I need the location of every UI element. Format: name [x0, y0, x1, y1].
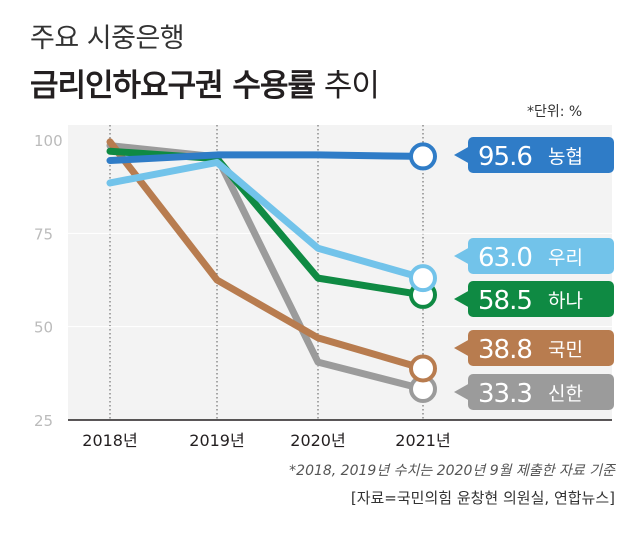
end-marker-국민 — [409, 354, 437, 383]
footnote: *2018, 2019년 수치는 2020년 9월 제출한 자료 기준 — [289, 463, 615, 479]
unit-note: *단위: % — [527, 104, 583, 120]
callout-box — [468, 238, 614, 274]
source-credit: [자료=국민의힘 윤창현 의원실, 연합뉴스] — [350, 489, 615, 507]
callout-box — [468, 374, 614, 410]
callout-value: 33.3 — [478, 379, 532, 409]
callout-하나: 58.5 하나 — [454, 281, 614, 317]
callout-pointer — [454, 146, 470, 164]
callout-bank-name: 농협 — [548, 146, 583, 168]
callout-value: 38.8 — [478, 335, 532, 365]
series-line-신한 — [106, 142, 427, 393]
callout-bank-name: 국민 — [548, 339, 583, 361]
chart-title-main: 금리인하요구권 수용률 — [30, 68, 316, 104]
series-line-국민 — [106, 138, 427, 372]
y-tick-label: 100 — [34, 132, 63, 150]
callout-value: 58.5 — [478, 286, 532, 316]
callout-pointer — [454, 290, 470, 308]
x-tick-label: 2019년 — [189, 431, 244, 450]
x-tick-label: 2018년 — [82, 431, 137, 450]
callout-box — [468, 281, 614, 317]
x-tick-label: 2020년 — [290, 431, 345, 450]
chart-title-suffix: 추이 — [315, 68, 380, 104]
callout-pointer — [454, 247, 470, 265]
chart-title: 금리인하요구권 수용률 추이 — [30, 60, 380, 105]
callout-농협: 95.6 농협 — [454, 137, 614, 173]
callout-bank-name: 우리 — [548, 247, 583, 269]
callout-box — [468, 330, 614, 366]
series-line-농협 — [106, 151, 427, 165]
x-tick-label: 2021년 — [395, 431, 450, 450]
y-tick-label: 50 — [34, 319, 53, 337]
y-tick-label: 25 — [34, 412, 53, 430]
chart-subtitle: 주요 시중은행 — [30, 23, 185, 54]
callout-box — [468, 137, 614, 173]
callout-bank-name: 하나 — [548, 290, 583, 312]
callout-신한: 33.3 신한 — [454, 374, 614, 410]
callout-pointer — [454, 383, 470, 401]
end-marker-농협 — [409, 142, 437, 171]
series-line-우리 — [106, 158, 427, 282]
callout-bank-name: 신한 — [548, 383, 583, 405]
callout-pointer — [454, 339, 470, 357]
callout-value: 63.0 — [478, 243, 532, 273]
callout-국민: 38.8 국민 — [454, 330, 614, 366]
callout-우리: 63.0 우리 — [454, 238, 614, 274]
callout-value: 95.6 — [478, 142, 532, 172]
y-tick-label: 75 — [34, 225, 53, 243]
end-marker-우리 — [409, 264, 437, 293]
